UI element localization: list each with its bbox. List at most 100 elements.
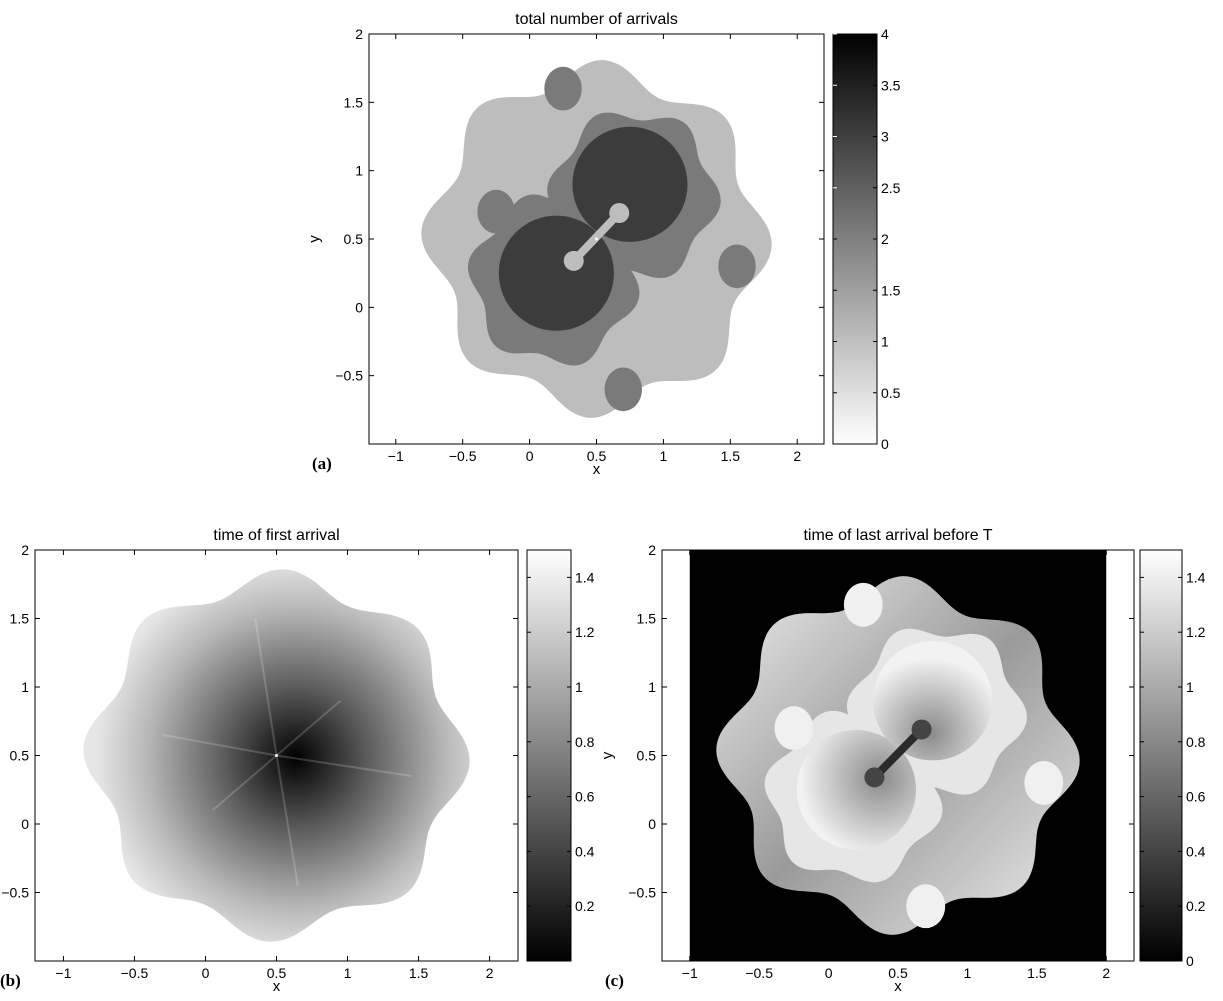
colorbar-tick-label: 0.6	[1186, 789, 1206, 805]
colorbar-tick-label: 0.2	[1186, 898, 1206, 914]
colorbar-tick-label: 2	[881, 231, 889, 247]
colorbar-tick-label: 3	[881, 129, 889, 145]
segment-end	[911, 719, 932, 740]
x-tick-label: 1	[344, 965, 352, 981]
y-tick-label: −0.5	[628, 885, 656, 901]
x-tick-label: 0.5	[267, 965, 287, 981]
heatmap-image	[662, 550, 1134, 961]
y-axis-label: y	[306, 235, 323, 243]
lens-region	[906, 884, 946, 929]
colorbar-ticks: 0 0.5 1 1.5 2 2.5 3 3.5 4	[833, 26, 901, 452]
panel-a: total number of arrivals −1 −0.5 0 0.5 1 1.5 2…	[306, 11, 901, 478]
y-tick-label: 1	[21, 679, 29, 695]
colorbar	[832, 33, 878, 445]
x-axis-label: x	[593, 461, 601, 478]
axis-ticks: −1 −0.5 0 0.5 1 1.5 2 −0.5 0 0.5 1 1.5 2	[628, 542, 1134, 981]
colorbar-tick-label: 3.5	[881, 77, 901, 93]
y-tick-label: 2	[21, 542, 29, 558]
level-2-lens	[544, 66, 582, 111]
x-tick-label: −0.5	[121, 965, 149, 981]
colorbar-tick-label: 0	[881, 436, 889, 452]
colorbar	[1139, 549, 1183, 962]
colorbar-tick-label: 4	[881, 26, 889, 42]
colorbar-tick-label: 0.5	[881, 385, 901, 401]
x-tick-label: 1.5	[1027, 965, 1047, 981]
colorbar-tick-label: 1.2	[575, 624, 595, 640]
colorbar-tick-label: 0.4	[1186, 843, 1206, 859]
ridge-line	[162, 733, 277, 757]
colorbar-tick-label: 1	[881, 334, 889, 350]
x-tick-label: 2	[486, 965, 494, 981]
y-tick-label: 0.5	[637, 748, 657, 764]
colorbar-tick-label: 1.5	[881, 282, 901, 298]
segment-end	[563, 250, 584, 271]
x-tick-label: −1	[55, 965, 71, 981]
y-tick-label: 1.5	[10, 611, 30, 627]
x-axis-label: x	[894, 978, 902, 995]
x-axis-label: x	[273, 978, 281, 995]
axis-ticks: −1 −0.5 0 0.5 1 1.5 2 −0.5 0 0.5 1 1.5 2	[335, 26, 824, 464]
colorbar-tick-label: 1	[1186, 679, 1194, 695]
colorbar-tick-label: 1.2	[1186, 624, 1206, 640]
colorbar-tick-label: 1	[575, 679, 583, 695]
colorbar-ticks: 0.2 0.4 0.6 0.8 1 1.2 1.4	[527, 569, 595, 914]
colorbar-ticks: 0 0.2 0.4 0.6 0.8 1 1.2 1.4	[1140, 569, 1206, 969]
level-2-lens	[477, 189, 515, 234]
segment	[570, 210, 623, 264]
y-tick-label: 2	[648, 542, 656, 558]
panel-b: time of first arrival −1 −0.5 0 0.5 1 1.5 2 −0.…	[0, 527, 595, 995]
y-tick-label: 1	[648, 679, 656, 695]
colorbar-tick-label: 0.2	[575, 898, 595, 914]
ridge-line	[275, 755, 299, 886]
plot-title: time of last arrival before T	[803, 527, 992, 544]
level-3-disc	[572, 126, 688, 242]
source-point	[595, 237, 598, 241]
colorbar-tick-label: 1.4	[1186, 569, 1206, 585]
colorbar-tick-label: 2.5	[881, 180, 901, 196]
segment-end	[864, 767, 885, 788]
x-tick-label: −0.5	[745, 965, 773, 981]
colorbar-tick-label: 0.4	[575, 843, 595, 859]
lens-region	[843, 582, 883, 627]
y-tick-label: 1.5	[344, 94, 364, 110]
colorbar-tick-label: 0.6	[575, 789, 595, 805]
y-tick-label: 0	[648, 816, 656, 832]
colorbar-tick-label: 0.8	[575, 734, 595, 750]
colorbar	[526, 549, 572, 962]
panel-c: time of last arrival before T −1 −0.5 0 0.5…	[599, 527, 1206, 995]
x-tick-label: −1	[682, 965, 698, 981]
plot-title: total number of arrivals	[515, 11, 678, 28]
x-tick-label: −0.5	[449, 448, 477, 464]
source-point	[275, 754, 278, 757]
x-tick-label: 0	[526, 448, 534, 464]
disc-region	[873, 641, 993, 761]
ridge-line	[211, 754, 278, 812]
colorbar-tick-label: 0.8	[1186, 734, 1206, 750]
segment-end	[609, 203, 630, 224]
y-tick-label: 0	[355, 299, 363, 315]
x-tick-label: 2	[1102, 965, 1110, 981]
x-tick-label: 1	[964, 965, 972, 981]
heatmap-image	[35, 550, 518, 961]
x-tick-label: −1	[388, 448, 404, 464]
y-tick-label: 0	[21, 816, 29, 832]
y-tick-label: 1	[355, 163, 363, 179]
level-2-lens	[718, 244, 756, 289]
y-tick-label: 2	[355, 26, 363, 42]
panel-label: (c)	[605, 971, 624, 990]
axis-ticks: −1 −0.5 0 0.5 1 1.5 2 −0.5 0 0.5 1 1.5 2	[1, 542, 518, 981]
x-tick-label: 1.5	[721, 448, 741, 464]
y-axis-label: y	[599, 751, 616, 759]
x-tick-label: 1	[660, 448, 668, 464]
y-tick-label: 0.5	[344, 231, 364, 247]
x-tick-label: 0	[202, 965, 210, 981]
level-2-lens	[604, 367, 642, 412]
x-tick-label: 0.5	[587, 448, 607, 464]
heatmap-image	[369, 34, 824, 444]
y-tick-label: −0.5	[335, 368, 363, 384]
ridge-line	[254, 618, 278, 756]
y-tick-label: −0.5	[1, 885, 29, 901]
panel-label: (b)	[0, 971, 21, 990]
colorbar-tick-label: 0	[1186, 953, 1194, 969]
